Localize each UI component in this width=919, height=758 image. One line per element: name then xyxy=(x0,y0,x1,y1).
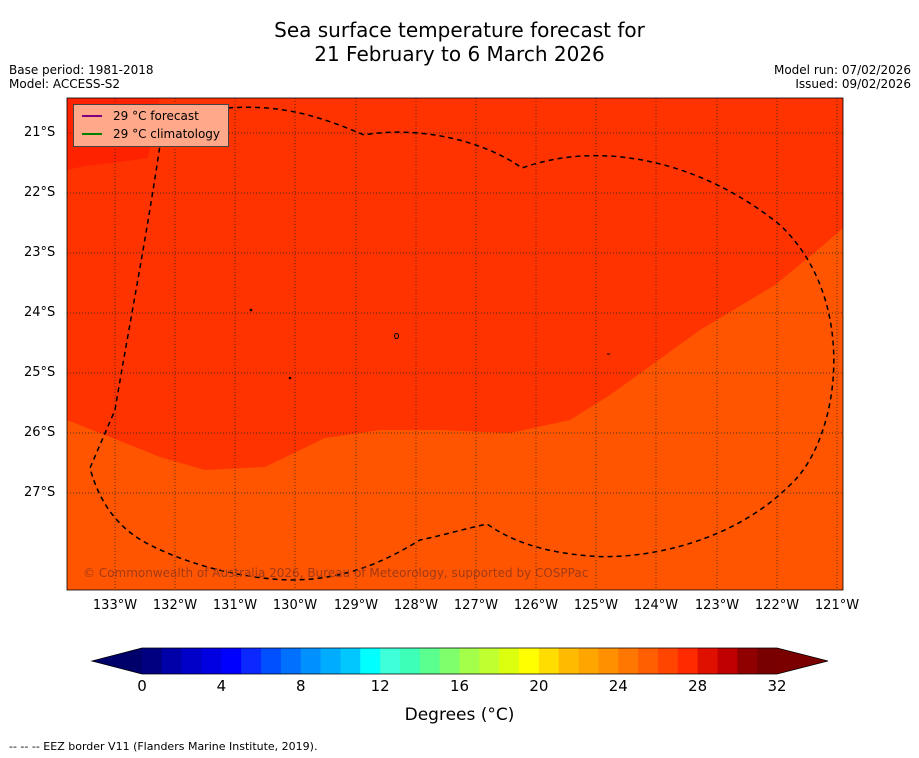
chart-title: Sea surface temperature forecast for 21 … xyxy=(0,18,919,66)
colorbar-segment xyxy=(399,648,421,674)
copyright-notice: © Commonwealth of Australia 2026, Bureau… xyxy=(83,566,589,580)
colorbar-segment xyxy=(598,648,619,674)
island-ducie xyxy=(394,333,399,339)
colorbar-tick-label: 24 xyxy=(608,677,628,695)
lon-tick-label: 126°W xyxy=(513,598,559,613)
lon-tick-label: 122°W xyxy=(754,598,800,613)
colorbar-segment xyxy=(697,648,718,674)
lon-tick-label: 132°W xyxy=(152,598,198,613)
lon-tick-label: 131°W xyxy=(212,598,258,613)
lat-tick-label: 26°S xyxy=(24,425,56,440)
colorbar-segment xyxy=(161,648,183,674)
lat-tick-label: 22°S xyxy=(24,185,56,200)
island-oeno xyxy=(249,308,253,312)
colorbar-segment xyxy=(538,648,560,674)
colorbar-outline xyxy=(90,647,829,675)
colorbar-segment xyxy=(261,648,282,674)
lat-tick-label: 23°S xyxy=(24,245,56,260)
colorbar-segment xyxy=(638,648,659,674)
colorbar xyxy=(90,647,829,675)
map-plot-area xyxy=(67,98,843,590)
colorbar-title: Degrees (°C) xyxy=(404,705,515,725)
colorbar-segment xyxy=(519,648,540,674)
lon-tick-label: 125°W xyxy=(573,598,619,613)
colorbar-under-arrow xyxy=(92,648,142,674)
colorbar-segment xyxy=(221,648,242,674)
legend-climatology: 29 °C climatology xyxy=(82,126,220,142)
colorbar-segment xyxy=(578,648,599,674)
colorbar-segment xyxy=(280,648,302,674)
colorbar-segment xyxy=(380,648,401,674)
colorbar-segment xyxy=(181,648,203,674)
lat-tick-label: 24°S xyxy=(24,305,56,320)
colorbar-segment xyxy=(459,648,480,674)
lon-tick-label: 127°W xyxy=(453,598,499,613)
lon-tick-label: 128°W xyxy=(393,598,439,613)
colorbar-tick-label: 8 xyxy=(295,677,306,695)
footnote-eez: -- -- -- EEZ border V11 (Flanders Marine… xyxy=(9,740,318,753)
island-small xyxy=(288,376,292,380)
lon-tick-label: 133°W xyxy=(92,598,138,613)
colorbar-tick-label: 32 xyxy=(767,677,787,695)
colorbar-tick-label: 28 xyxy=(688,677,708,695)
meta-left: Base period: 1981-2018 Model: ACCESS-S2 xyxy=(9,63,154,91)
colorbar-segment xyxy=(737,648,758,674)
legend-climatology-label: 29 °C climatology xyxy=(113,127,221,141)
colorbar-segment xyxy=(241,648,262,674)
colorbar-segment xyxy=(320,648,341,674)
map-legend: 29 °C forecast 29 °C climatology xyxy=(73,104,229,147)
lon-tick-label: 123°W xyxy=(694,598,740,613)
colorbar-tick-label: 0 xyxy=(137,677,147,695)
colorbar-segment xyxy=(300,648,322,674)
lat-tick-label: 25°S xyxy=(24,365,56,380)
colorbar-segment xyxy=(657,648,679,674)
colorbar-tick-label: 12 xyxy=(370,677,390,695)
legend-forecast-label: 29 °C forecast xyxy=(113,109,199,123)
map-frame xyxy=(66,97,844,591)
colorbar-segment xyxy=(201,648,222,674)
lon-tick-label: 124°W xyxy=(633,598,679,613)
colorbar-tick-label: 4 xyxy=(216,677,227,695)
colorbar-segment xyxy=(618,648,639,674)
lon-tick-label: 121°W xyxy=(814,598,860,613)
lon-tick-label: 130°W xyxy=(272,598,318,613)
colorbar-segment xyxy=(360,648,381,674)
eez-border xyxy=(89,106,835,581)
colorbar-segment xyxy=(499,648,520,674)
lat-tick-label: 21°S xyxy=(24,125,56,140)
islands xyxy=(249,308,610,380)
graticule xyxy=(67,98,843,590)
lat-tick-label: 27°S xyxy=(24,485,56,500)
colorbar-over-arrow xyxy=(777,648,828,674)
legend-forecast: 29 °C forecast xyxy=(82,108,199,124)
map-region-29 xyxy=(67,98,843,470)
colorbar-segment xyxy=(677,648,699,674)
colorbar-tick-label: 20 xyxy=(529,677,549,695)
colorbar-segment xyxy=(479,648,500,674)
colorbar-segment xyxy=(757,648,778,674)
colorbar-segment xyxy=(717,648,738,674)
colorbar-segment xyxy=(439,648,460,674)
title-line-2: 21 February to 6 March 2026 xyxy=(314,42,605,66)
legend-forecast-line xyxy=(82,115,102,117)
title-line-1: Sea surface temperature forecast for xyxy=(274,18,645,42)
model-name: Model: ACCESS-S2 xyxy=(9,77,121,91)
lon-tick-label: 129°W xyxy=(333,598,379,613)
colorbar-segment xyxy=(558,648,580,674)
issued-date: Issued: 09/02/2026 xyxy=(795,77,911,91)
meta-right: Model run: 07/02/2026 Issued: 09/02/2026 xyxy=(774,63,911,91)
base-period: Base period: 1981-2018 xyxy=(9,63,154,77)
colorbar-segment xyxy=(142,648,163,674)
colorbar-tick-label: 16 xyxy=(449,677,470,695)
legend-climatology-line xyxy=(82,133,102,135)
model-run: Model run: 07/02/2026 xyxy=(773,63,911,77)
colorbar-segment xyxy=(340,648,361,674)
colorbar-segment xyxy=(419,648,441,674)
